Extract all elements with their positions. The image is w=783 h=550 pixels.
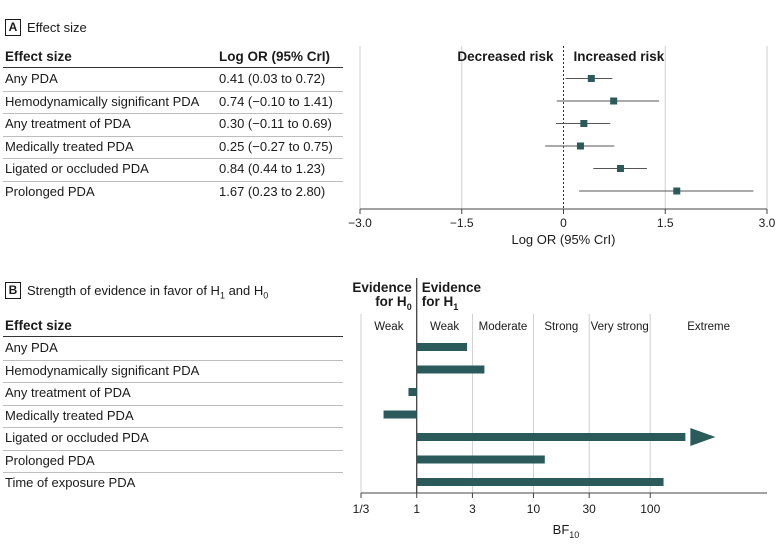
panel-a-row-label: Prolonged PDA (5, 183, 95, 199)
bf-x-tick-label: 10 (527, 502, 541, 516)
panel-a-row-value: 1.67 (0.23 to 2.80) (219, 183, 326, 199)
bf-x-tick-label: 3 (469, 502, 476, 516)
bf-bar (416, 343, 468, 351)
forest-point-estimate (576, 142, 584, 150)
panel-a-row-value: 0.74 (−0.10 to 1.41) (219, 93, 333, 109)
panel-b-title: Strength of evidence in favor of H1 and … (27, 283, 268, 301)
bf-evidence-band-label: Extreme (687, 321, 730, 333)
panel-a-row-value: 0.30 (−0.11 to 0.69) (219, 116, 332, 131)
bf-bar (416, 433, 686, 441)
panel-a-row-label: Any treatment of PDA (5, 116, 131, 131)
panel-a-row-label: Medically treated PDA (5, 138, 134, 154)
panel-b-title-and: and H (224, 283, 264, 298)
panel-b-title-sub1: 1 (219, 290, 225, 301)
panel-a-title: Effect size (27, 20, 87, 35)
forest-x-tick-label: −1.5 (450, 216, 474, 230)
panel-a-row-divider (3, 135, 343, 137)
bf-evidence-band-label: Very strong (591, 321, 649, 333)
forest-x-tick-label: 1.5 (657, 216, 674, 230)
panel-b-row-label: Ligated or occluded PDA (5, 430, 149, 445)
panel-b-col-header-label: Effect size (5, 318, 72, 333)
bf-bar (408, 388, 417, 396)
forest-point-estimate (580, 120, 588, 127)
bf-x-tick-label: 100 (640, 502, 660, 516)
panel-b-header-rule (3, 336, 343, 337)
bf-evidence-band-label: Weak (430, 321, 459, 333)
panel-b-title-prefix: Strength of evidence in favor of H (27, 283, 220, 298)
panel-b-letter: B (5, 282, 21, 299)
bf-header-h1-line2: for H1 (422, 294, 459, 312)
bf-bar (416, 478, 664, 486)
panel-a-row-label: Any PDA (5, 71, 58, 86)
bf-bar (416, 365, 485, 374)
bf-bar (416, 455, 545, 464)
panel-b-row-divider (3, 404, 343, 406)
panel-a-row-divider (3, 90, 343, 92)
bf-header-h1-line1: Evidence (422, 280, 482, 295)
panel-a-row-label: Ligated or occluded PDA (5, 161, 149, 176)
panel-b-row-label: Hemodynamically significant PDA (5, 362, 200, 378)
bf-x-tick-label: 1/3 (353, 502, 370, 516)
panel-b-row-label: Prolonged PDA (5, 452, 95, 468)
panel-b-row-divider (3, 382, 343, 383)
bf-evidence-band-label: Strong (544, 321, 578, 333)
panel-a-row-value: 0.25 (−0.27 to 0.75) (219, 138, 333, 154)
forest-x-tick-label: 3.0 (759, 216, 776, 230)
panel-b-row-divider (3, 449, 343, 451)
panel-b-row-label: Any treatment of PDA (5, 385, 131, 400)
panel-a-col-header-value: Log OR (95% CrI) (219, 49, 331, 64)
forest-x-tick-label: −3.0 (348, 216, 372, 230)
forest-x-tick-label: 0 (560, 216, 567, 230)
forest-point-estimate (616, 165, 624, 172)
forest-point-estimate (610, 97, 618, 105)
bf-header-h0-line1: Evidence (352, 280, 412, 295)
panel-b-row-divider (3, 427, 343, 428)
panel-a-row-divider (3, 113, 343, 114)
bf-x-tick-label: 30 (583, 502, 597, 516)
panel-b-row-label: Time of exposure PDA (5, 475, 136, 490)
panel-a-row-value: 0.41 (0.03 to 0.72) (219, 71, 326, 86)
bf-evidence-band-label: Weak (374, 321, 403, 333)
forest-point-estimate (587, 75, 595, 82)
panel-a-row-value: 0.84 (0.44 to 1.23) (219, 161, 326, 176)
bf-x-tick-label: 1 (413, 502, 420, 516)
forest-point-estimate (673, 187, 681, 195)
panel-a-col-header-label: Effect size (5, 49, 72, 64)
bf-x-axis-label: BF10 (553, 522, 580, 540)
bf-evidence-band-label: Moderate (479, 321, 528, 333)
panel-b-row-divider (3, 359, 343, 361)
panel-b-row-label: Medically treated PDA (5, 407, 134, 423)
panel-a-letter: A (5, 19, 21, 36)
panel-a-row-divider (3, 180, 343, 182)
forest-annotation-increased: Increased risk (574, 49, 665, 64)
panel-a-row-label: Hemodynamically significant PDA (5, 93, 200, 109)
bf-bar (383, 410, 417, 419)
forest-annotation-decreased: Decreased risk (457, 49, 554, 64)
panel-a-header-rule (3, 67, 343, 68)
panel-b-row-label: Any PDA (5, 340, 58, 355)
bf-bar-arrow (690, 428, 716, 446)
bf-header-h0-line2: for H0 (375, 294, 412, 312)
panel-a-row-divider (3, 158, 343, 159)
panel-b-title-sub0: 0 (263, 290, 269, 301)
forest-x-axis-label: Log OR (95% CrI) (511, 232, 615, 247)
panel-b-row-divider (3, 472, 343, 473)
